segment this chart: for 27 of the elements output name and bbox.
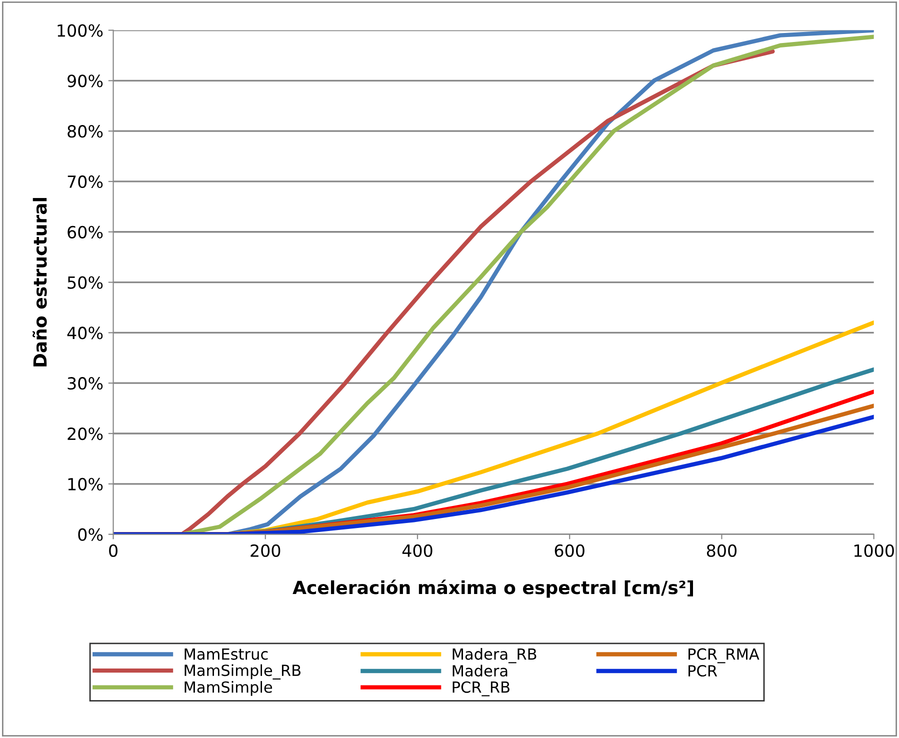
x-tick-label: 200	[250, 544, 280, 557]
legend-label: PCR_RMA	[688, 648, 760, 664]
y-tick-label: 20%	[68, 427, 103, 440]
y-tick-label: 30%	[68, 377, 103, 390]
legend-label: MamSimple	[184, 681, 272, 696]
x-tick-label: 800	[706, 544, 737, 557]
legend-label: Madera_RB	[452, 648, 536, 664]
x-tick-label: 400	[402, 544, 432, 557]
y-tick-label: 10%	[68, 478, 103, 490]
legend-label: MamEstruc	[184, 648, 268, 660]
y-tick-label: 60%	[68, 226, 103, 238]
y-tick-label: 40%	[67, 326, 103, 340]
x-axis-title: Aceleración máxima o espectral [cm/s²]	[292, 580, 694, 598]
y-tick-label: 100%	[58, 24, 103, 37]
y-axis-title: Daño estructural	[32, 198, 47, 366]
legend-label: PCR_RB	[452, 681, 510, 696]
x-tick-label: 0	[109, 544, 118, 557]
x-tick-label: 600	[554, 544, 584, 557]
y-tick-label: 70%	[68, 175, 103, 188]
legend-label: MamSimple_RB	[184, 664, 300, 680]
y-tick-label: 90%	[68, 74, 103, 88]
y-tick-label: 0%	[78, 528, 103, 541]
legend-label: Madera	[452, 664, 508, 677]
x-tick-label: 1000	[854, 544, 894, 557]
legend-label: PCR	[688, 665, 718, 677]
y-tick-label: 50%	[68, 276, 103, 289]
y-tick-label: 80%	[68, 125, 103, 138]
